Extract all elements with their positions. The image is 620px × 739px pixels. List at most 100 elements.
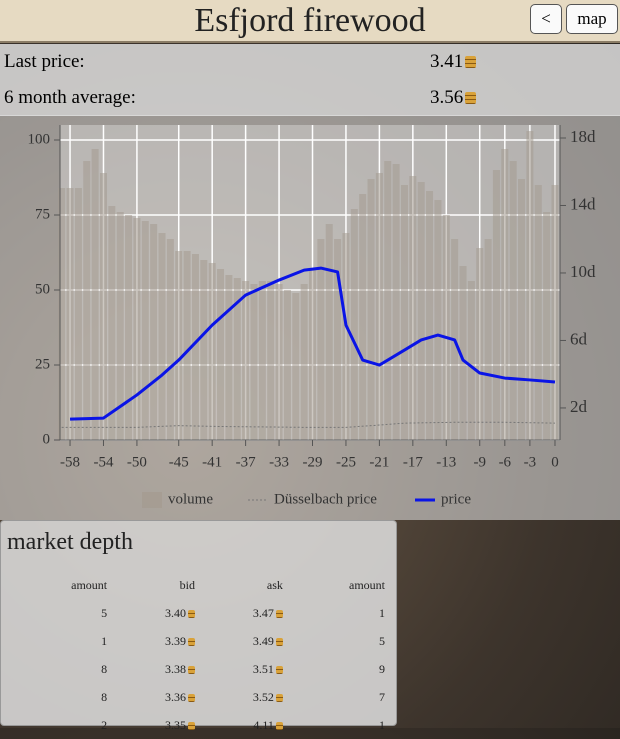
cell-text: 3.35 <box>165 717 186 732</box>
chart-panel: 0 25 50 75 100 2d 6d 10d 14d 18d -58 -54 -50 -45 -41 -3… <box>0 115 620 520</box>
bar <box>74 188 82 440</box>
bar <box>141 221 149 440</box>
bar <box>292 293 300 440</box>
title: Esfjord firewood <box>194 2 426 39</box>
y2-tick-label: 14d <box>570 194 596 213</box>
cell: 1 <box>11 627 113 655</box>
cell: 3.39 <box>113 627 201 655</box>
x-tick-label: -33 <box>269 454 289 470</box>
cell: 5 <box>11 599 113 627</box>
y2-tick-label: 2d <box>570 397 588 416</box>
x-tick-label: -45 <box>169 454 189 470</box>
bar <box>99 173 107 440</box>
coin-icon <box>275 665 283 674</box>
cell-text: 7 <box>379 689 385 704</box>
back-button[interactable]: < <box>530 4 562 34</box>
bar <box>526 131 534 440</box>
bar <box>367 179 375 440</box>
bar <box>551 185 559 440</box>
bar <box>534 185 542 440</box>
x-tick-label: -13 <box>436 454 456 470</box>
y2-tick-label: 6d <box>570 329 588 348</box>
cell: 4.11 <box>201 711 289 739</box>
bar <box>116 212 124 440</box>
x-tick-label: -21 <box>369 454 389 470</box>
cell: 3.36 <box>113 683 201 711</box>
bar <box>308 269 317 440</box>
cell-text: 9 <box>379 661 385 676</box>
coin-icon <box>465 92 477 104</box>
coin-icon <box>188 721 195 730</box>
x-tick-label: -17 <box>403 454 423 470</box>
coin-icon <box>188 609 195 618</box>
bar <box>158 233 166 440</box>
y2-tick-label: 10d <box>570 262 596 281</box>
column-header: bid <box>179 577 195 592</box>
bar <box>208 263 216 440</box>
cell-text: 5 <box>379 633 385 648</box>
bar <box>476 248 484 440</box>
map-button[interactable]: map <box>566 4 618 34</box>
bar <box>459 266 467 440</box>
bar <box>375 173 383 440</box>
legend-label: volume <box>168 491 213 507</box>
bar <box>300 284 308 440</box>
cell-text: 1 <box>379 605 385 620</box>
bar <box>317 239 325 440</box>
bar <box>492 170 500 440</box>
legend-swatch <box>142 492 162 508</box>
y-tick-label: 25 <box>35 356 50 372</box>
x-tick-label: 0 <box>551 454 559 470</box>
depth-row: 1 3.39 3.49 5 <box>11 627 391 655</box>
cell: 3.52 <box>201 683 289 711</box>
cell: 9 <box>289 655 391 683</box>
depth-row: 2 3.35 4.11 1 <box>11 711 391 739</box>
bar <box>225 275 233 440</box>
line <box>61 421 555 428</box>
line <box>69 266 556 421</box>
bar <box>518 179 526 440</box>
bar <box>334 239 342 440</box>
cell-text: 3.40 <box>165 605 186 620</box>
y-tick-label: 75 <box>35 206 50 222</box>
cell-text: 3.39 <box>165 633 186 648</box>
cell: 3.49 <box>201 627 289 655</box>
cell-text: 4.11 <box>253 717 274 732</box>
header-row: amount bid ask amount <box>11 571 391 599</box>
bar <box>133 218 141 440</box>
bar <box>467 281 475 440</box>
bar <box>384 161 392 440</box>
bar <box>233 278 241 440</box>
bar <box>58 188 66 440</box>
bar <box>125 215 133 440</box>
x-tick-label: -9 <box>473 454 486 470</box>
cell-text: 1 <box>101 633 108 648</box>
bar <box>325 224 333 440</box>
cell-text: 5 <box>101 605 108 620</box>
cell: 8 <box>11 655 113 683</box>
cell-text: 3.51 <box>252 661 274 676</box>
coin-icon <box>188 665 195 674</box>
coin-icon <box>188 637 195 646</box>
bar <box>217 269 225 440</box>
cell: 3.47 <box>201 599 289 627</box>
cell-text: 8 <box>101 689 108 704</box>
coin-icon <box>275 721 283 730</box>
bar <box>417 182 425 440</box>
label: Last price: <box>4 51 85 72</box>
bar <box>509 161 517 440</box>
bar <box>359 194 367 440</box>
cell: 3.51 <box>201 655 289 683</box>
x-tick-label: -41 <box>202 454 222 470</box>
y-tick-label: 0 <box>43 431 51 447</box>
y-tick-label: 50 <box>35 281 50 297</box>
value: 3.56 <box>430 87 464 108</box>
x-tick-label: -37 <box>236 454 256 470</box>
info-row: Last price: 3.41 <box>0 44 620 80</box>
x-tick-label: -54 <box>93 454 113 470</box>
bar <box>409 176 417 440</box>
cell-text: 2 <box>101 717 108 732</box>
info-row: 6 month average: 3.56 <box>0 80 620 116</box>
bar <box>501 149 509 440</box>
bar <box>442 215 450 440</box>
